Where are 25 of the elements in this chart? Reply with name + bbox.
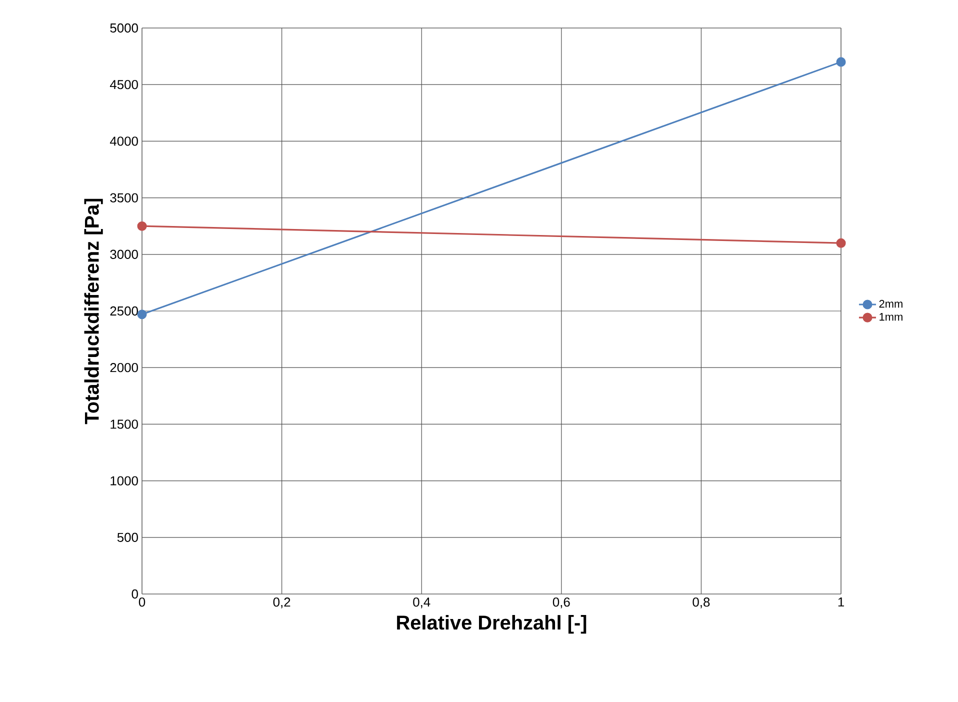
x-tick-label: 0,6 — [552, 598, 570, 608]
y-tick-label: 5000 — [110, 23, 138, 33]
y-tick-label: 3000 — [110, 250, 138, 259]
x-tick-label: 1 — [838, 598, 844, 606]
y-tick-label: 2000 — [110, 363, 138, 372]
x-axis-title: Relative Drehzahl [-] — [397, 615, 586, 634]
y-axis-title: Totaldruckdifferenz [Pa] — [84, 198, 103, 424]
legend-label: 1mm — [880, 313, 902, 321]
point — [137, 310, 147, 320]
y-tick-label: 1500 — [110, 420, 138, 429]
point — [137, 221, 147, 231]
y-tick-label: 500 — [117, 532, 138, 542]
y-tick-label: 0 — [132, 589, 138, 599]
y-tick-label: 1000 — [110, 476, 138, 486]
y-tick-label: 4500 — [110, 80, 138, 90]
point — [836, 57, 846, 67]
legend-label: 2mm — [879, 300, 902, 308]
x-tick-label: 0,2 — [273, 598, 290, 608]
y-tick-label: 3500 — [110, 193, 138, 202]
y-tick-label: 4000 — [110, 136, 138, 146]
y-tick-label: 2500 — [110, 306, 138, 316]
point — [836, 238, 846, 248]
x-tick-label: 0 — [138, 598, 146, 607]
x-tick-label: 0,4 — [413, 598, 430, 608]
x-tick-label: 0,8 — [692, 598, 710, 608]
